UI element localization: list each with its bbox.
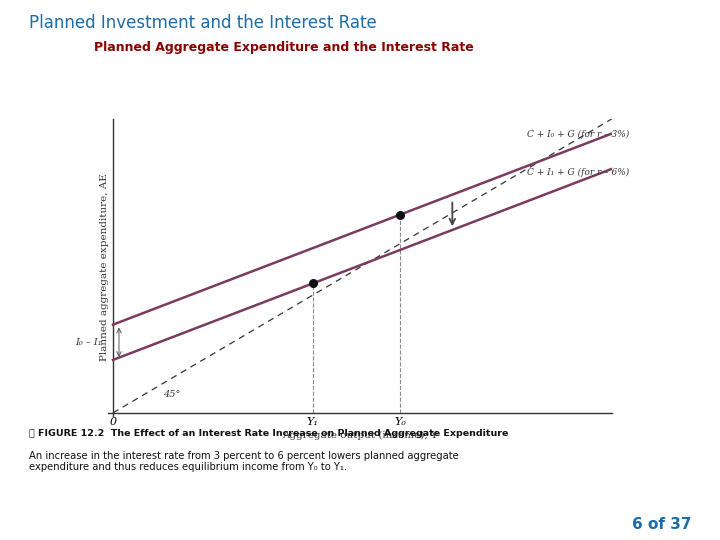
Text: Planned Investment and the Interest Rate: Planned Investment and the Interest Rate: [29, 14, 377, 31]
Text: ⓘ FIGURE 12.2  The Effect of an Interest Rate Increase on Planned Aggregate Expe: ⓘ FIGURE 12.2 The Effect of an Interest …: [29, 429, 508, 438]
Text: C + I₀ + G (for r – 3%): C + I₀ + G (for r – 3%): [527, 130, 629, 139]
Y-axis label: Planned aggregate expenditure, AE: Planned aggregate expenditure, AE: [100, 173, 109, 361]
Text: Planned Aggregate Expenditure and the Interest Rate: Planned Aggregate Expenditure and the In…: [94, 40, 473, 53]
Text: C + I₁ + G (for r – 6%): C + I₁ + G (for r – 6%): [527, 168, 629, 177]
Text: 6 of 37: 6 of 37: [631, 517, 691, 532]
Text: I₀ – I₁: I₀ – I₁: [75, 338, 102, 347]
Text: An increase in the interest rate from 3 percent to 6 percent lowers planned aggr: An increase in the interest rate from 3 …: [29, 451, 459, 472]
Text: 45°: 45°: [163, 390, 180, 399]
X-axis label: Aggregate output (income), Y: Aggregate output (income), Y: [282, 431, 438, 440]
